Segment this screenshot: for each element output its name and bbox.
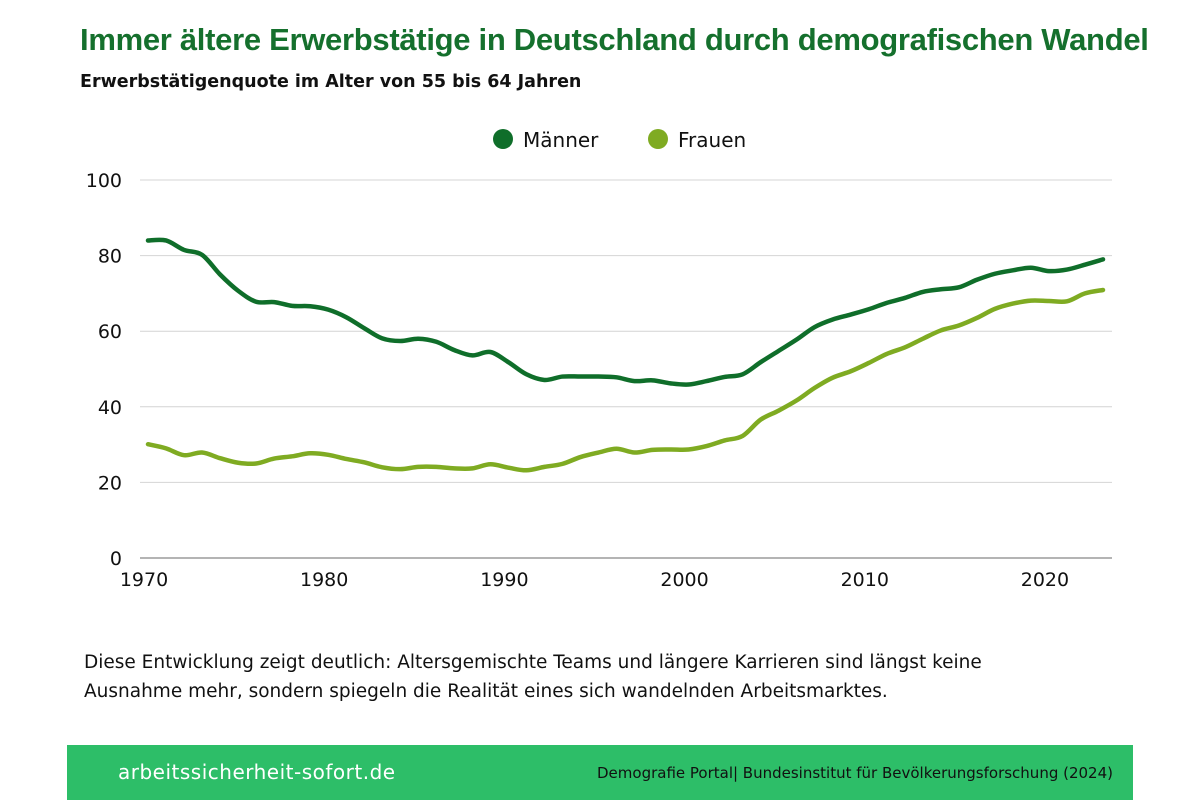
y-tick-label: 0 bbox=[110, 548, 122, 570]
legend-label-männer: Männer bbox=[523, 128, 599, 152]
x-tick-label: 1970 bbox=[120, 569, 168, 591]
x-tick-label: 2000 bbox=[660, 569, 708, 591]
caption-text: Diese Entwicklung zeigt deutlich: Alters… bbox=[84, 652, 982, 702]
x-tick-label: 2010 bbox=[841, 569, 889, 591]
chart-title: Immer ältere Erwerbstätige in Deutschlan… bbox=[80, 22, 1149, 57]
x-tick-label: 1980 bbox=[300, 569, 348, 591]
series-line-männer bbox=[145, 237, 1106, 387]
footer-source: Demografie Portal| Bundesinstitut für Be… bbox=[597, 764, 1113, 782]
legend-marker-frauen bbox=[648, 129, 668, 149]
y-tick-label: 40 bbox=[98, 397, 122, 419]
series-line-frauen bbox=[145, 287, 1106, 473]
x-tick-label: 1990 bbox=[480, 569, 528, 591]
legend-label-frauen: Frauen bbox=[678, 128, 746, 152]
y-tick-label: 60 bbox=[98, 321, 122, 343]
y-tick-label: 80 bbox=[98, 246, 122, 268]
footer-website[interactable]: arbeitssicherheit-sofort.de bbox=[118, 760, 396, 784]
x-tick-label: 2020 bbox=[1021, 569, 1069, 591]
y-tick-label: 20 bbox=[98, 472, 122, 494]
legend-marker-männer bbox=[493, 129, 513, 149]
chart-subtitle: Erwerbstätigenquote im Alter von 55 bis … bbox=[80, 72, 582, 92]
footer-bar: arbeitssicherheit-sofort.de Demografie P… bbox=[67, 745, 1133, 800]
y-tick-label: 100 bbox=[86, 170, 122, 192]
line-chart: 0 20 40 60 80 100 1970 1980 1990 2000 2010 2020 Männ… bbox=[86, 128, 1112, 591]
